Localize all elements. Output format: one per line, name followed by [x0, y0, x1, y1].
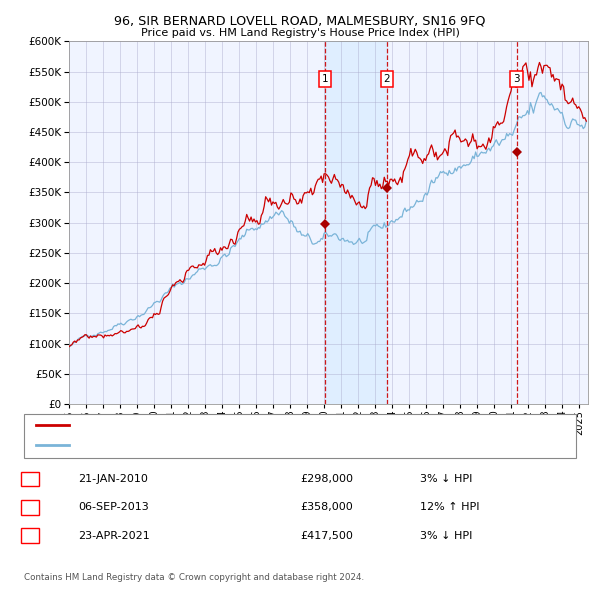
Text: HPI: Average price, detached house, Wiltshire: HPI: Average price, detached house, Wilt… [75, 440, 299, 450]
Text: 3: 3 [514, 74, 520, 84]
Text: 2: 2 [383, 74, 390, 84]
Text: 96, SIR BERNARD LOVELL ROAD, MALMESBURY, SN16 9FQ: 96, SIR BERNARD LOVELL ROAD, MALMESBURY,… [114, 15, 486, 28]
Text: £417,500: £417,500 [300, 531, 353, 540]
Text: 2: 2 [26, 503, 34, 512]
Text: 12% ↑ HPI: 12% ↑ HPI [420, 503, 479, 512]
Text: 3: 3 [26, 531, 34, 540]
Text: Price paid vs. HM Land Registry's House Price Index (HPI): Price paid vs. HM Land Registry's House … [140, 28, 460, 38]
Bar [325, 41, 387, 404]
Text: 23-APR-2021: 23-APR-2021 [78, 531, 150, 540]
Text: 3% ↓ HPI: 3% ↓ HPI [420, 531, 472, 540]
Text: 21-JAN-2010: 21-JAN-2010 [78, 474, 148, 484]
Text: £298,000: £298,000 [300, 474, 353, 484]
Text: 3% ↓ HPI: 3% ↓ HPI [420, 474, 472, 484]
Text: 96, SIR BERNARD LOVELL ROAD, MALMESBURY, SN16 9FQ (detached house): 96, SIR BERNARD LOVELL ROAD, MALMESBURY,… [75, 420, 449, 430]
Text: 1: 1 [26, 474, 34, 484]
Text: 06-SEP-2013: 06-SEP-2013 [78, 503, 149, 512]
Text: 1: 1 [322, 74, 328, 84]
Text: Contains HM Land Registry data © Crown copyright and database right 2024.: Contains HM Land Registry data © Crown c… [24, 573, 364, 582]
Text: £358,000: £358,000 [300, 503, 353, 512]
